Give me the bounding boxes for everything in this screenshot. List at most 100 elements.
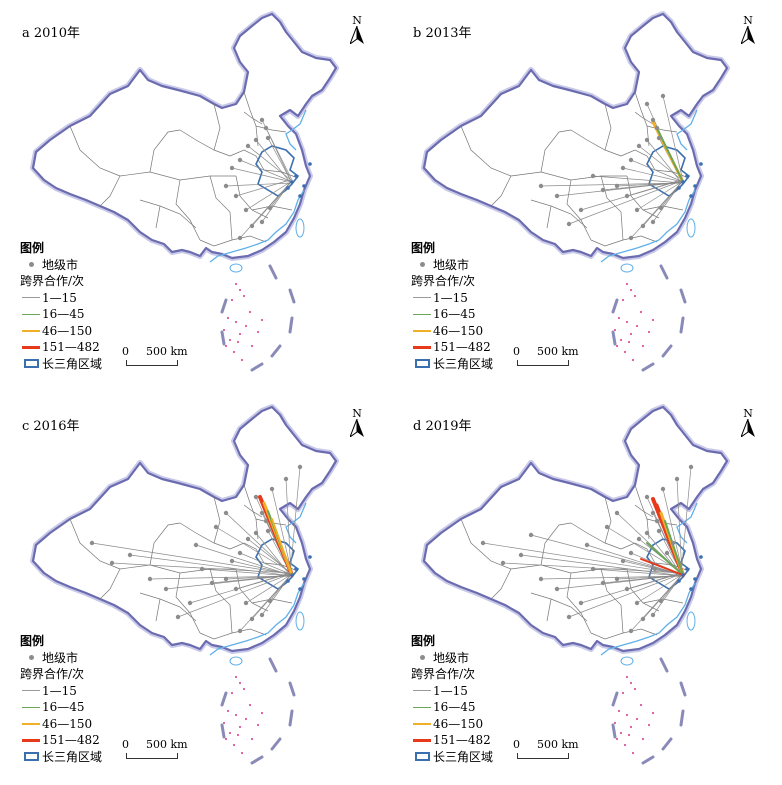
nine-dash-line: [288, 709, 294, 727]
north-label: N: [352, 407, 362, 420]
nine-dash-line: [270, 344, 282, 358]
legend-title: 图例: [411, 634, 436, 648]
flow-line: [235, 179, 291, 197]
scale-zero: 0: [122, 738, 129, 751]
flow-line-icon: [413, 313, 431, 315]
flow-line: [239, 575, 291, 632]
scale-label: 500 km: [146, 345, 188, 358]
legend-flow-class: 46—150: [411, 716, 493, 733]
province-boundary: [600, 175, 624, 241]
legend-item-region: 长三角区域: [411, 356, 493, 373]
flow-line: [680, 466, 692, 577]
city-point: [265, 528, 271, 534]
delta-city-point: [699, 555, 703, 559]
legend-line-symbol: [20, 297, 42, 299]
province-boundary: [634, 484, 650, 540]
city-point: [259, 219, 265, 225]
nine-dash-line: [679, 316, 685, 334]
legend-line-symbol: [411, 706, 433, 708]
province-boundary: [550, 598, 588, 622]
taiwan-island: [295, 611, 305, 631]
delta-city-point: [681, 573, 685, 577]
flow-line-major: [640, 558, 684, 576]
flow-line: [247, 145, 292, 181]
flow-line: [540, 182, 683, 187]
scale-label: 500 km: [537, 345, 579, 358]
city-point: [636, 536, 642, 542]
region-box-icon: [23, 359, 39, 369]
island-marker: [625, 282, 629, 286]
province-boundary: [139, 592, 161, 622]
legend-flow-title: 跨界合作/次: [411, 667, 476, 681]
legend-line-symbol: [411, 297, 433, 299]
city-point: [538, 183, 544, 189]
legend-flow-class: 16—45: [20, 699, 102, 716]
island-marker: [232, 350, 236, 354]
city-point: [566, 221, 572, 227]
city-point: [233, 586, 239, 592]
city-point: [578, 207, 584, 213]
flow-line-icon: [413, 706, 431, 708]
flow-line: [285, 478, 292, 576]
city-dot-icon: [28, 262, 34, 268]
legend-flow-title: 跨界合作/次: [411, 274, 476, 288]
north-label: N: [352, 14, 362, 27]
city-point: [263, 125, 269, 131]
flow-line-icon: [413, 297, 431, 299]
delta-city-point: [290, 180, 294, 184]
province-boundary: [199, 632, 233, 640]
legend-city-symbol: [20, 655, 42, 661]
flow-line: [662, 488, 684, 575]
island-marker: [621, 298, 625, 302]
island-marker: [240, 358, 244, 362]
city-point: [614, 510, 620, 516]
city-point: [628, 235, 634, 241]
province-boundary: [159, 205, 197, 229]
flow-line-icon: [22, 297, 40, 299]
map-panel: b 2013年 N 图例 地级市 跨界合作/次 1—15 16—45 46—150 151—4…: [391, 0, 782, 392]
province-boundary: [600, 568, 624, 634]
province-boundary: [490, 568, 512, 600]
island-marker: [240, 751, 244, 755]
flow-line: [269, 573, 292, 602]
legend-line-symbol: [20, 690, 42, 692]
legend-flow-class: 151—482: [20, 339, 102, 356]
city-point: [620, 558, 626, 564]
taiwan-island: [686, 218, 696, 238]
flow-line-major: [664, 520, 684, 576]
province-boundary: [530, 592, 552, 622]
island-marker: [242, 687, 246, 691]
city-point: [658, 205, 664, 211]
flow-line: [265, 127, 292, 182]
province-boundary: [540, 129, 572, 173]
legend-line-symbol: [20, 706, 42, 708]
island-marker: [238, 725, 242, 729]
nine-dash-line: [661, 344, 673, 358]
legend-flow-label: 151—482: [433, 733, 491, 747]
flow-line: [225, 182, 292, 187]
city-point: [628, 628, 634, 634]
flow-line: [556, 181, 684, 197]
city-point: [644, 530, 650, 536]
city-point: [253, 530, 259, 536]
legend-city-symbol: [411, 262, 433, 268]
legend: 图例 地级市 跨界合作/次 1—15 16—45 46—150 151—482 长三角区域: [411, 633, 493, 765]
legend-line-symbol: [20, 329, 42, 332]
island-marker: [224, 737, 228, 741]
taiwan-island: [295, 218, 305, 238]
island-marker: [222, 721, 226, 725]
legend-flow-label: 46—150: [42, 716, 93, 731]
flow-line-icon: [22, 313, 40, 315]
legend: 图例 地级市 跨界合作/次 1—15 16—45 46—150 151—482 长三角区域: [20, 633, 102, 765]
city-point: [253, 494, 259, 500]
province-boundary: [159, 598, 197, 622]
island-marker: [629, 332, 633, 336]
flow-line-icon: [22, 706, 40, 708]
nine-dash-line: [661, 737, 673, 751]
city-dot-icon: [419, 655, 425, 661]
city-point: [229, 165, 235, 171]
province-boundary: [620, 149, 656, 171]
province-boundary: [634, 504, 654, 518]
flow-line: [129, 554, 293, 577]
island-marker: [619, 338, 623, 342]
